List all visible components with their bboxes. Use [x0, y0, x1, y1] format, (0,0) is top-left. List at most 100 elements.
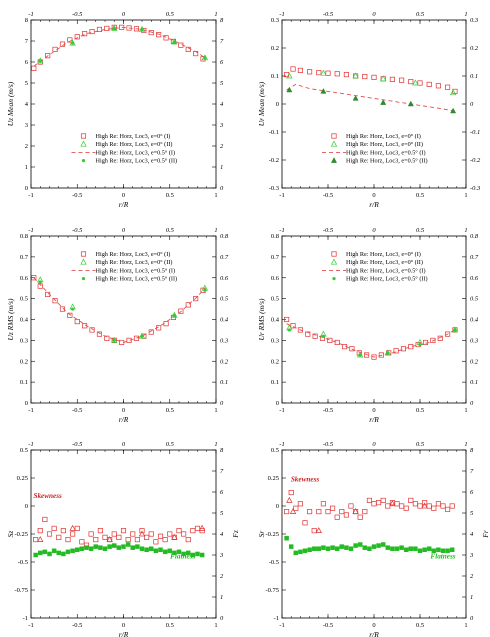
x-tick-label: 0.5 [416, 407, 424, 414]
series-3 [38, 280, 207, 342]
y-tick-label: 1 [25, 164, 28, 171]
data-point [302, 520, 308, 526]
y2-tick-label: 0.3 [470, 17, 479, 24]
data-point [112, 543, 117, 548]
data-point [190, 528, 196, 534]
series-1 [286, 496, 428, 533]
data-point [60, 528, 66, 534]
data-point [288, 490, 294, 496]
y-tick-label: 0.5 [271, 296, 279, 303]
legend-swatch [331, 133, 337, 139]
annotation-label: Skewness [33, 492, 62, 500]
y-tick-label: -0.1 [269, 129, 279, 136]
data-point [316, 546, 322, 551]
data-point [400, 346, 406, 352]
data-point [181, 531, 187, 537]
chart-panel-ur_skew_flat: -1-1-0.5-0.5000.50.511-1-0.75-0.5-0.2500… [257, 441, 490, 637]
y2-axis-label: Fz [231, 530, 240, 539]
data-point [445, 548, 450, 554]
legend-label: High Re: Horz, Loc3, e=0° (I) [96, 133, 171, 140]
y2-tick-label: 0 [470, 615, 474, 622]
legend-swatch [81, 277, 86, 281]
data-point [153, 548, 159, 554]
y-tick-label: 0.7 [20, 254, 29, 261]
data-point [431, 505, 437, 511]
y2-tick-label: 4 [220, 531, 224, 538]
data-point [339, 509, 345, 515]
series-1 [37, 524, 206, 542]
data-point [186, 550, 191, 556]
x-tick-label-top: 0.5 [166, 441, 175, 448]
legend-label: High Re: Horz, Loc3, e=0.5° (I) [96, 149, 176, 156]
data-point [93, 537, 99, 543]
chart-panel-urrms: -1-1-0.5-0.5000.50.51100.10.20.30.40.50.… [257, 227, 479, 424]
x-tick-label-top: 0.5 [416, 227, 425, 234]
y2-tick-label: 0.8 [470, 233, 479, 240]
data-point [289, 508, 297, 514]
series-2 [33, 277, 206, 343]
data-point [93, 544, 98, 549]
legend: High Re: Horz, Loc3, e=0° (I)High Re: Ho… [322, 251, 428, 283]
y2-tick-label: 7 [220, 38, 224, 45]
x-tick-label-top: -1 [28, 441, 33, 448]
data-point [408, 79, 414, 85]
data-point [288, 544, 294, 549]
data-point [163, 321, 169, 327]
data-point [42, 549, 48, 555]
data-point [394, 546, 400, 551]
data-point [156, 32, 162, 38]
data-point [125, 542, 131, 547]
data-point [290, 323, 296, 329]
y2-tick-label: -0.1 [470, 129, 480, 136]
series-1 [286, 324, 459, 358]
data-point [33, 552, 38, 558]
data-point [130, 531, 136, 537]
y2-tick-label: 4 [220, 101, 224, 108]
data-point [286, 86, 293, 93]
legend-label: High Re: Horz, Loc3, e=0.5° (I) [346, 149, 426, 156]
x-tick-label: 1 [214, 622, 217, 629]
data-point [321, 334, 325, 338]
series-2 [33, 26, 206, 67]
legend-swatch [330, 258, 338, 265]
legend-label: High Re: Horz, Loc3, e=0.5° (I) [96, 267, 176, 274]
data-point [394, 501, 400, 507]
y2-tick-label: 0.4 [470, 317, 479, 324]
data-point [144, 534, 150, 540]
data-point [116, 534, 122, 540]
data-point [293, 550, 299, 556]
data-point [389, 500, 396, 507]
data-point [157, 533, 164, 539]
y2-tick-label: 2 [220, 143, 224, 150]
data-point [390, 546, 395, 551]
legend-label: High Re: Horz, Loc3, e=0° (II) [96, 259, 173, 266]
data-point [74, 319, 80, 325]
legend-label: High Re: Horz, Loc3, e=0° (II) [346, 259, 423, 266]
data-point [403, 505, 409, 511]
data-point [352, 95, 359, 101]
y2-tick-label: 0.6 [470, 275, 479, 282]
data-point [339, 544, 345, 549]
y-tick-label: 0.1 [271, 73, 279, 80]
y-tick-label: 0 [25, 400, 28, 407]
y2-tick-label: 0.7 [220, 254, 229, 261]
y-tick-label: 0.7 [271, 254, 280, 261]
y2-tick-label: 3 [219, 552, 224, 559]
legend-label: High Re: Horz, Loc3, e=0° (I) [96, 251, 171, 258]
y-tick-label: 0.4 [20, 317, 29, 324]
data-point [37, 528, 43, 534]
series-line [286, 83, 456, 112]
data-point [120, 528, 127, 534]
y2-tick-label: 8 [220, 447, 224, 454]
x-tick-label: 0 [372, 192, 375, 199]
chart-panel-uz_skew_flat: -1-1-0.5-0.5000.50.511-1-0.75-0.5-0.2500… [6, 441, 240, 637]
x-tick-label: 0.5 [416, 622, 424, 629]
data-point [353, 543, 358, 548]
data-point [417, 548, 423, 554]
y2-tick-label: 2 [470, 573, 474, 580]
data-point [330, 505, 336, 511]
x-tick-label-top: 0 [122, 441, 126, 448]
data-point [198, 524, 206, 531]
data-point [56, 534, 62, 540]
